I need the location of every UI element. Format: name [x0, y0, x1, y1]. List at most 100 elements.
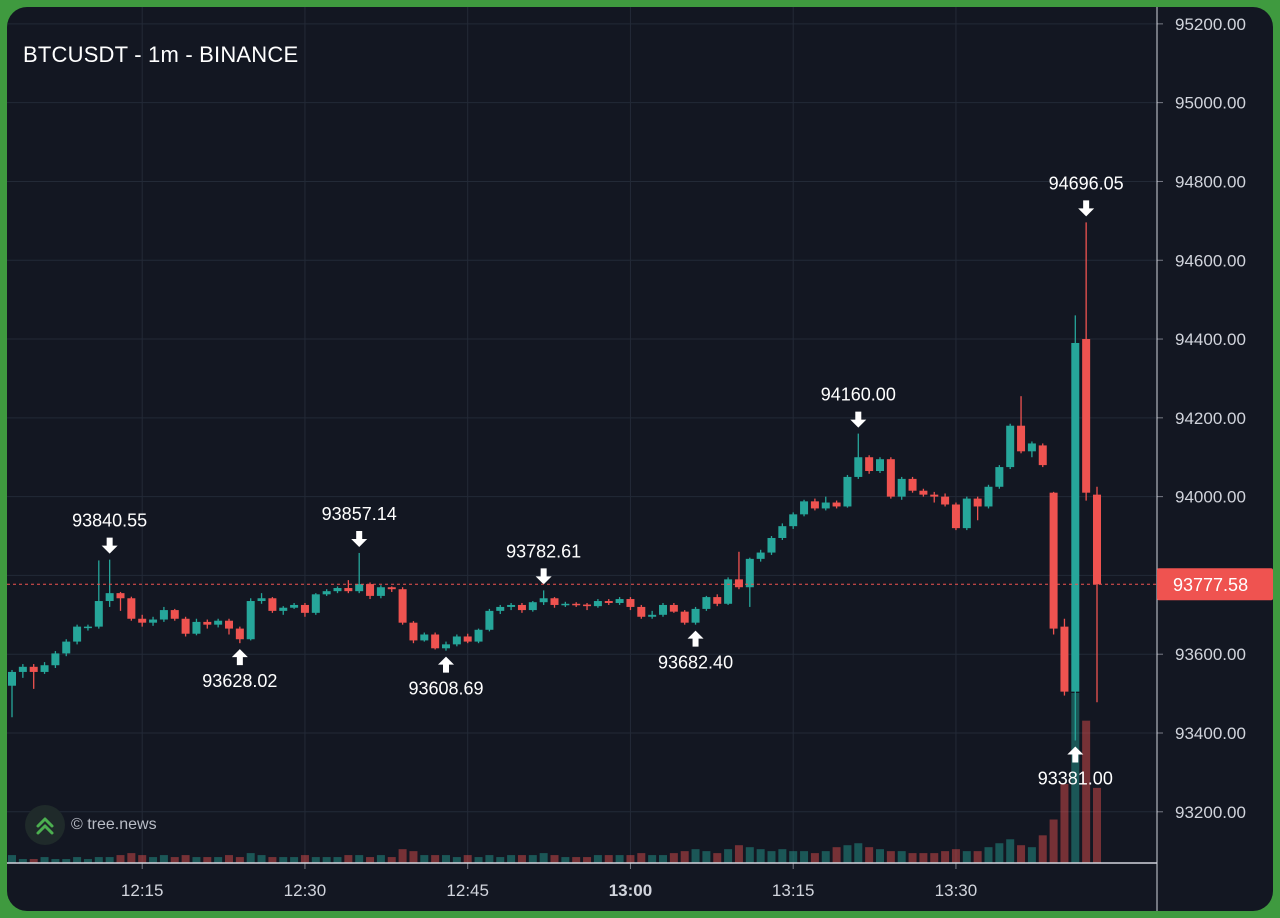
- candle[interactable]: [366, 582, 375, 600]
- candle[interactable]: [83, 624, 92, 631]
- candle[interactable]: [897, 476, 906, 500]
- candle[interactable]: [127, 596, 136, 621]
- candle[interactable]: [29, 664, 38, 689]
- candle[interactable]: [517, 602, 526, 613]
- candle[interactable]: [941, 493, 950, 507]
- candle[interactable]: [854, 433, 863, 479]
- candle[interactable]: [648, 610, 657, 619]
- candle[interactable]: [138, 614, 147, 627]
- candle[interactable]: [724, 577, 733, 605]
- candle[interactable]: [865, 455, 874, 474]
- candle[interactable]: [756, 549, 765, 562]
- candle[interactable]: [1071, 315, 1080, 741]
- candle[interactable]: [105, 559, 114, 607]
- candle[interactable]: [290, 602, 299, 609]
- candle[interactable]: [257, 593, 266, 604]
- candle[interactable]: [225, 618, 233, 635]
- candle[interactable]: [767, 536, 776, 555]
- candle[interactable]: [572, 602, 581, 607]
- candle[interactable]: [268, 597, 277, 613]
- candle[interactable]: [170, 608, 179, 621]
- candle[interactable]: [919, 488, 928, 497]
- candle[interactable]: [1093, 486, 1101, 703]
- candle[interactable]: [431, 632, 440, 650]
- candle[interactable]: [550, 597, 559, 608]
- candle[interactable]: [398, 587, 407, 625]
- candle[interactable]: [94, 560, 103, 629]
- candle[interactable]: [951, 502, 960, 531]
- candle[interactable]: [485, 608, 494, 632]
- candle[interactable]: [235, 626, 244, 644]
- candle[interactable]: [51, 651, 60, 668]
- candle[interactable]: [669, 602, 678, 613]
- candle[interactable]: [745, 557, 754, 607]
- candle[interactable]: [8, 669, 16, 718]
- candle[interactable]: [1017, 396, 1026, 454]
- candle[interactable]: [463, 633, 472, 644]
- candle[interactable]: [713, 594, 722, 607]
- candle[interactable]: [18, 664, 27, 678]
- candle[interactable]: [496, 604, 505, 615]
- candle[interactable]: [181, 616, 190, 637]
- candle[interactable]: [214, 618, 223, 628]
- candle[interactable]: [843, 474, 852, 508]
- candle[interactable]: [409, 621, 418, 644]
- candle[interactable]: [246, 598, 255, 641]
- candle[interactable]: [789, 512, 798, 529]
- candle[interactable]: [962, 496, 971, 531]
- candle[interactable]: [637, 604, 646, 619]
- candle[interactable]: [73, 624, 82, 645]
- candle[interactable]: [387, 586, 396, 592]
- candle[interactable]: [800, 499, 809, 517]
- candle[interactable]: [62, 639, 71, 657]
- candle[interactable]: [40, 662, 49, 674]
- candle[interactable]: [1060, 618, 1069, 696]
- candle[interactable]: [821, 496, 830, 511]
- candle[interactable]: [1006, 423, 1015, 470]
- candle[interactable]: [452, 634, 461, 647]
- candle[interactable]: [886, 457, 895, 499]
- candle[interactable]: [355, 552, 364, 594]
- candlestick-chart[interactable]: 95200.00 95000.00 94800.00 94600.00 94400.00…: [7, 7, 1273, 911]
- candle[interactable]: [615, 597, 624, 605]
- candle[interactable]: [344, 580, 353, 594]
- candle[interactable]: [116, 591, 125, 611]
- candle[interactable]: [1082, 222, 1091, 501]
- candle[interactable]: [908, 476, 917, 493]
- candle[interactable]: [333, 586, 342, 594]
- candle[interactable]: [593, 599, 602, 608]
- candle[interactable]: [474, 628, 483, 644]
- candle[interactable]: [539, 590, 548, 605]
- candle[interactable]: [507, 602, 516, 611]
- candle[interactable]: [659, 602, 667, 617]
- candle[interactable]: [300, 602, 309, 617]
- candle[interactable]: [528, 601, 537, 612]
- candle[interactable]: [626, 597, 635, 611]
- candle[interactable]: [876, 457, 884, 473]
- candle[interactable]: [159, 606, 168, 622]
- candle[interactable]: [203, 619, 212, 629]
- candle[interactable]: [311, 593, 320, 615]
- candle[interactable]: [984, 484, 993, 509]
- candle[interactable]: [691, 606, 700, 625]
- candle[interactable]: [1038, 443, 1047, 468]
- candles[interactable]: [8, 222, 1101, 741]
- candle[interactable]: [680, 610, 689, 625]
- candle[interactable]: [322, 589, 331, 596]
- candle[interactable]: [702, 595, 711, 611]
- candle[interactable]: [810, 498, 819, 511]
- candle[interactable]: [778, 523, 787, 540]
- candle[interactable]: [930, 491, 939, 503]
- candle[interactable]: [1027, 441, 1036, 458]
- candle[interactable]: [279, 606, 288, 615]
- candle[interactable]: [832, 500, 841, 509]
- candle[interactable]: [561, 601, 570, 607]
- candle[interactable]: [995, 465, 1004, 489]
- candle[interactable]: [149, 616, 158, 626]
- candle[interactable]: [376, 585, 385, 599]
- candle[interactable]: [442, 641, 450, 651]
- candle[interactable]: [973, 496, 982, 521]
- candle[interactable]: [1049, 491, 1058, 635]
- candle[interactable]: [192, 618, 201, 636]
- candle[interactable]: [420, 632, 429, 642]
